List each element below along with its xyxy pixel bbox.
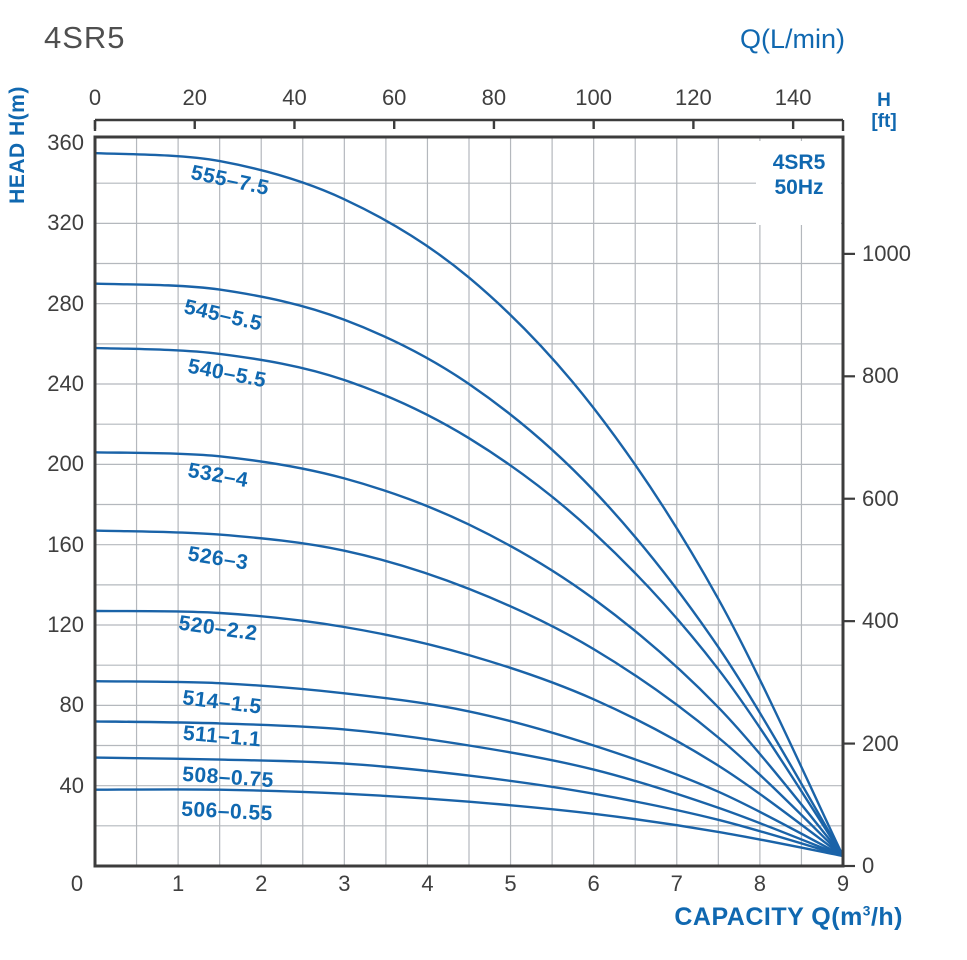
- pump-curve-532-4: [93, 451, 845, 858]
- x-axis-label-bottom: CAPACITY Q(m3/h): [674, 903, 903, 932]
- y-axis-label-right-line2: [ft]: [871, 111, 897, 132]
- inset-model-badge: 4SR5 50Hz: [756, 150, 842, 200]
- x-axis-top-tick-label: 100: [575, 85, 613, 110]
- y-axis-label-right: H [ft]: [861, 90, 907, 132]
- x-axis-bottom-tick-label: 1: [171, 871, 185, 896]
- y-axis-label-right-line1: H: [877, 90, 891, 111]
- capacity-label-prefix: CAPACITY Q(m: [674, 903, 863, 931]
- y-axis-right-tick-label: 200: [862, 730, 899, 756]
- y-axis-left-tick-label: 120: [47, 612, 84, 637]
- x-axis-bottom-tick-label: 4: [421, 871, 434, 896]
- x-axis-top-tick-label: 20: [182, 85, 207, 110]
- inset-badge-background: [756, 141, 841, 225]
- y-axis-right-tick-label: 400: [862, 608, 899, 634]
- y-axis-left-tick-label: 320: [47, 210, 84, 236]
- x-axis-label-top: Q(L/min): [739, 24, 845, 54]
- y-axis-left-tick-label: 200: [47, 451, 84, 477]
- x-axis-bottom-tick-label: 9: [836, 871, 850, 896]
- plot-border: [93, 135, 845, 868]
- pump-curve-506-0.55: [93, 788, 845, 858]
- page-title: 4SR5: [44, 20, 126, 55]
- y-axis-left-tick-label: 80: [59, 692, 84, 718]
- pump-curve-545-5.5: [93, 282, 845, 858]
- y-axis-right-tick-label: 1000: [862, 240, 911, 266]
- y-axis-left-tick-label: 360: [47, 130, 84, 156]
- pump-curve-526-3: [93, 529, 845, 858]
- x-axis-top-tick-label: 120: [675, 85, 712, 110]
- grid-lines: [95, 137, 843, 866]
- x-axis-bottom-tick-label: 7: [670, 871, 683, 896]
- x-axis-bottom-tick-label: 3: [338, 871, 351, 896]
- y-axis-left-tick-label: 40: [59, 772, 84, 798]
- y-axis-left-tick-label: 160: [47, 531, 84, 557]
- y-axis-right-tick-label: 0: [862, 853, 875, 878]
- x-axis-top-tick-label: 140: [774, 85, 812, 110]
- x-axis-top-tick-label: 60: [381, 85, 407, 110]
- x-axis-top-tick-label: 40: [282, 85, 307, 110]
- pump-curve-514-1.5: [93, 680, 845, 858]
- x-axis-bottom-tick-label: 6: [587, 871, 600, 896]
- x-axis-bottom-tick-label: 8: [753, 871, 766, 896]
- pump-curve-511-1.1: [93, 720, 845, 858]
- x-axis-bottom-tick-label: 5: [504, 871, 517, 896]
- inset-model-line: 4SR5: [772, 151, 826, 174]
- pump-curve-540-5.5: [93, 346, 845, 858]
- right-axis-ticks: [844, 252, 855, 868]
- capacity-label-exponent: 3: [862, 903, 871, 919]
- x-axis-bottom-tick-label: 2: [255, 871, 268, 896]
- pump-curve-520-2.2: [93, 609, 845, 858]
- curve-label-506-0.55: 506–0.55: [180, 797, 274, 826]
- inset-frequency-line: 50Hz: [774, 176, 824, 199]
- capacity-label-suffix: /h): [870, 903, 903, 931]
- x-axis-bottom-tick-label: 0: [70, 871, 84, 896]
- pump-curve-555-7.5: [93, 151, 845, 858]
- x-axis-top-tick-label: 0: [88, 85, 102, 110]
- y-axis-left-tick-label: 280: [47, 290, 84, 316]
- y-axis-left-tick-label: 240: [47, 371, 84, 397]
- top-axis-scale: [93, 118, 845, 131]
- pump-curves: [93, 151, 845, 858]
- y-axis-right-tick-label: 600: [862, 485, 899, 511]
- y-axis-right-tick-label: 800: [862, 363, 899, 389]
- x-axis-top-tick-label: 80: [481, 85, 507, 110]
- pump-curve-508-0.75: [93, 756, 845, 858]
